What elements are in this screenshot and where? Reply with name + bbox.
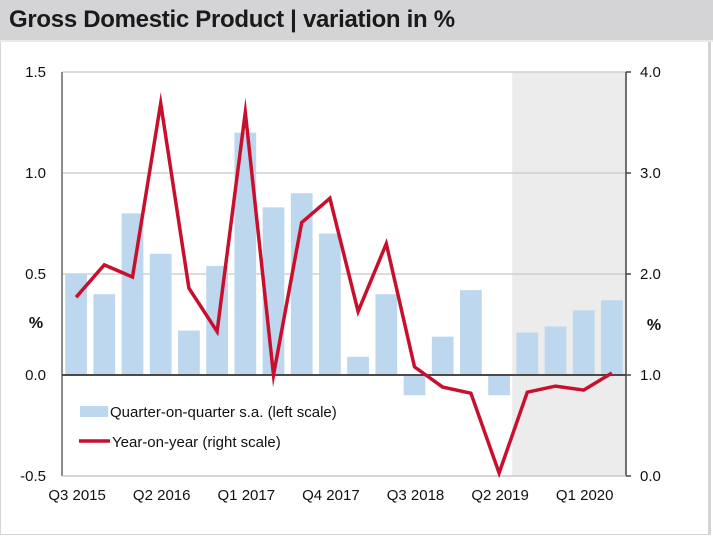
bar-qoq-q2-2020 <box>601 300 623 375</box>
x-axis-tick-label: Q3 2015 <box>48 487 106 504</box>
x-axis-tick-label: Q3 2018 <box>387 487 445 504</box>
x-axis-tick-label: Q4 2017 <box>302 487 360 504</box>
left-axis-tick-label: -0.5 <box>20 468 46 485</box>
bar-qoq-q3-2016 <box>178 330 200 375</box>
right-axis-tick-label: 2.0 <box>640 266 661 283</box>
left-axis-tick-label: 1.0 <box>25 165 46 182</box>
left-axis-tick-label: 0.5 <box>25 266 46 283</box>
bar-qoq-q3-2015 <box>65 274 87 375</box>
line-yoy <box>74 92 613 479</box>
bar-qoq-q3-2017 <box>290 193 313 375</box>
chart-title: Gross Domestic Product | variation in % <box>9 6 455 33</box>
left-axis-tick-label: 0.0 <box>25 367 46 384</box>
bar-qoq-q4-2015 <box>93 294 116 375</box>
bar-qoq-q2-2018 <box>375 294 398 375</box>
bar-qoq-q4-2017 <box>319 233 341 375</box>
x-axis-tick-label: Q1 2020 <box>556 487 614 504</box>
right-axis-tick-label: 4.0 <box>640 64 661 81</box>
bar-qoq-q1-2020 <box>572 310 595 375</box>
bar-qoq-q3-2018 <box>403 375 426 396</box>
right-axis-unit-label: % <box>647 317 661 334</box>
legend-label-yoy: Year-on-year (right scale) <box>112 434 281 451</box>
bar-qoq-q4-2019 <box>544 326 567 375</box>
bar-qoq-q2-2019 <box>488 375 510 396</box>
legend-label-qoq: Quarter-on-quarter s.a. (left scale) <box>110 404 337 421</box>
left-axis-tick-label: 1.5 <box>25 64 46 81</box>
bar-qoq-q1-2018 <box>347 356 369 375</box>
bar-qoq-q1-2019 <box>460 290 482 375</box>
bar-qoq-q4-2018 <box>431 336 454 375</box>
chart-header: Gross Domestic Product | variation in % <box>0 0 713 42</box>
right-axis-tick-label: 0.0 <box>640 468 661 485</box>
bar-qoq-q2-2016 <box>149 253 172 375</box>
legend-swatch-bar <box>80 406 108 417</box>
left-axis-unit-label: % <box>29 315 43 332</box>
x-axis-tick-label: Q2 2016 <box>133 487 191 504</box>
x-axis-tick-label: Q2 2019 <box>471 487 529 504</box>
right-axis-tick-label: 3.0 <box>640 165 661 182</box>
bar-qoq-q3-2019 <box>516 332 539 375</box>
bar-qoq-q1-2017 <box>234 132 257 375</box>
right-axis-tick-label: 1.0 <box>640 367 661 384</box>
x-axis-tick-label: Q1 2017 <box>218 487 276 504</box>
